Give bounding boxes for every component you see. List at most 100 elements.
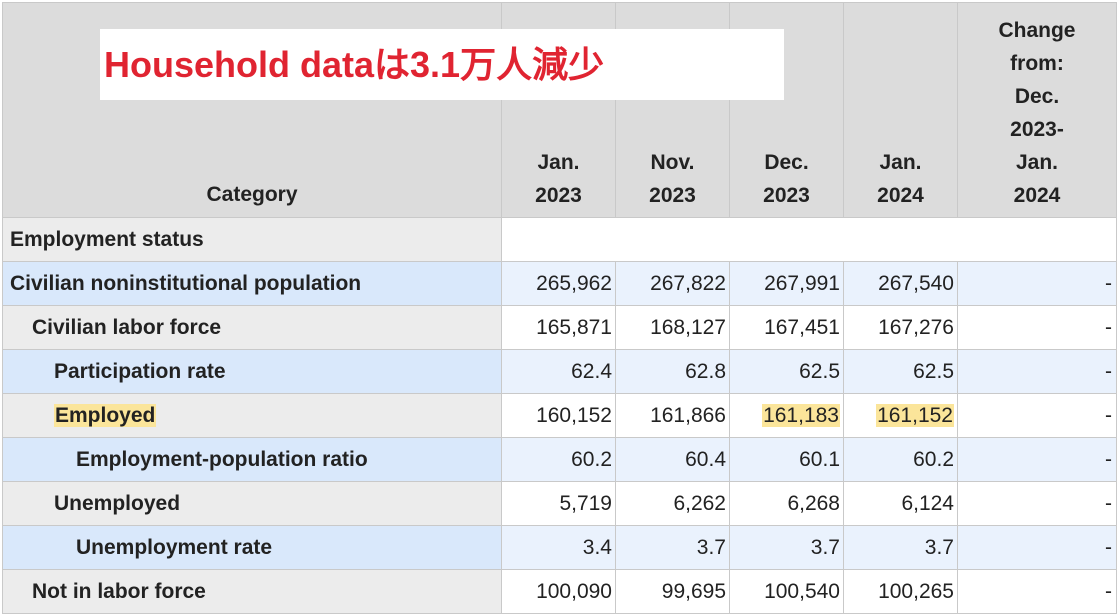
change-cell: -	[957, 525, 1117, 570]
annotation-banner: Household dataは3.1万人減少	[100, 29, 784, 100]
header-change: Change from: Dec. 2023- Jan. 2024	[957, 2, 1117, 218]
change-cell: -	[957, 481, 1117, 526]
value-text: 161,866	[650, 403, 726, 427]
value-cell: 6,268	[729, 481, 844, 526]
value-cell: 60.1	[729, 437, 844, 482]
value-cell: 161,152	[843, 393, 958, 438]
value-cell: 267,540	[843, 261, 958, 306]
change-cell: -	[957, 569, 1117, 614]
value-text: 167,276	[878, 315, 954, 339]
value-cell: 3.7	[729, 525, 844, 570]
value-text: 267,540	[878, 271, 954, 295]
value-text: 3.7	[696, 535, 726, 559]
value-cell: 62.8	[615, 349, 730, 394]
value-cell: 5,719	[501, 481, 616, 526]
value-text: 168,127	[650, 315, 726, 339]
row-label-text: Unemployment rate	[76, 535, 273, 559]
row-label-text: Unemployed	[54, 491, 181, 515]
table-row: Civilian noninstitutional population 265,…	[2, 261, 1117, 306]
value-cell: 3.7	[843, 525, 958, 570]
value-cell: 62.5	[729, 349, 844, 394]
table-row: Unemployed 5,719 6,262 6,268 6,124-	[2, 481, 1117, 526]
value-text: 167,451	[764, 315, 840, 339]
table-row: Employment-population ratio 60.2 60.4 60.1 6…	[2, 437, 1117, 482]
header-line: 2023	[763, 184, 810, 207]
value-text: 3.7	[924, 535, 954, 559]
table-row: Unemployment rate 3.4 3.7 3.7 3.7-	[2, 525, 1117, 570]
row-label: Participation rate	[2, 349, 502, 394]
value-text: 100,265	[878, 579, 954, 603]
value-text: 60.2	[913, 447, 954, 471]
value-text: 60.4	[685, 447, 726, 471]
header-line: Jan.	[1015, 151, 1059, 174]
value-cell: 62.5	[843, 349, 958, 394]
table-row: Civilian labor force 165,871 168,127 167,45…	[2, 305, 1117, 350]
value-text: 5,719	[559, 491, 612, 515]
value-cell: 99,695	[615, 569, 730, 614]
header-line: Change	[998, 19, 1076, 42]
value-cell: 60.2	[501, 437, 616, 482]
row-label-text: Civilian labor force	[32, 315, 222, 339]
section-label: Employment status	[2, 217, 502, 262]
change-cell: -	[957, 393, 1117, 438]
value-cell: 161,866	[615, 393, 730, 438]
row-label-text: Civilian noninstitutional population	[10, 271, 362, 295]
value-cell: 161,183	[729, 393, 844, 438]
header-line: Dec.	[1014, 85, 1060, 108]
value-text: 161,152	[876, 403, 954, 427]
value-text: 62.8	[685, 359, 726, 383]
value-cell: 60.2	[843, 437, 958, 482]
change-cell: -	[957, 261, 1117, 306]
header-line: Jan.	[879, 151, 922, 174]
value-text: 6,268	[787, 491, 840, 515]
value-cell: 6,262	[615, 481, 730, 526]
change-cell: -	[957, 349, 1117, 394]
value-text: 3.4	[582, 535, 612, 559]
value-cell: 100,265	[843, 569, 958, 614]
table-row: Not in labor force 100,090 99,695 100,540 10…	[2, 569, 1117, 614]
row-label-text: Not in labor force	[32, 579, 206, 603]
section-blank	[501, 217, 1117, 262]
change-cell: -	[957, 305, 1117, 350]
value-text: 100,090	[536, 579, 612, 603]
row-label: Civilian labor force	[2, 305, 502, 350]
row-label: Employment-population ratio	[2, 437, 502, 482]
header-line: 2024	[1013, 184, 1061, 207]
row-label: Unemployed	[2, 481, 502, 526]
header-line: Dec.	[764, 151, 809, 174]
value-cell: 3.7	[615, 525, 730, 570]
value-text: 161,183	[762, 403, 840, 427]
header-jan-2024: Jan. 2024	[843, 2, 958, 218]
value-cell: 267,991	[729, 261, 844, 306]
value-cell: 3.4	[501, 525, 616, 570]
value-cell: 62.4	[501, 349, 616, 394]
value-cell: 267,822	[615, 261, 730, 306]
header-line: 2024	[877, 184, 924, 207]
value-text: 62.5	[799, 359, 840, 383]
section-row: Employment status	[2, 217, 1117, 262]
value-text: 100,540	[764, 579, 840, 603]
value-text: 60.2	[571, 447, 612, 471]
value-text: 62.5	[913, 359, 954, 383]
value-text: 160,152	[536, 403, 612, 427]
value-cell: 6,124	[843, 481, 958, 526]
change-cell: -	[957, 437, 1117, 482]
value-cell: 100,090	[501, 569, 616, 614]
table-row: Participation rate 62.4 62.8 62.5 62.5-	[2, 349, 1117, 394]
row-label: Civilian noninstitutional population	[2, 261, 502, 306]
row-label: Employed	[2, 393, 502, 438]
header-line: 2023	[535, 184, 582, 207]
value-cell: 167,276	[843, 305, 958, 350]
value-cell: 168,127	[615, 305, 730, 350]
value-text: 6,124	[901, 491, 954, 515]
value-text: 62.4	[571, 359, 612, 383]
value-cell: 167,451	[729, 305, 844, 350]
value-cell: 160,152	[501, 393, 616, 438]
value-text: 267,991	[764, 271, 840, 295]
value-text: 265,962	[536, 271, 612, 295]
row-label-text: Employment-population ratio	[76, 447, 368, 471]
header-line: 2023-	[1010, 118, 1064, 141]
value-cell: 265,962	[501, 261, 616, 306]
header-line: Nov.	[650, 151, 695, 174]
